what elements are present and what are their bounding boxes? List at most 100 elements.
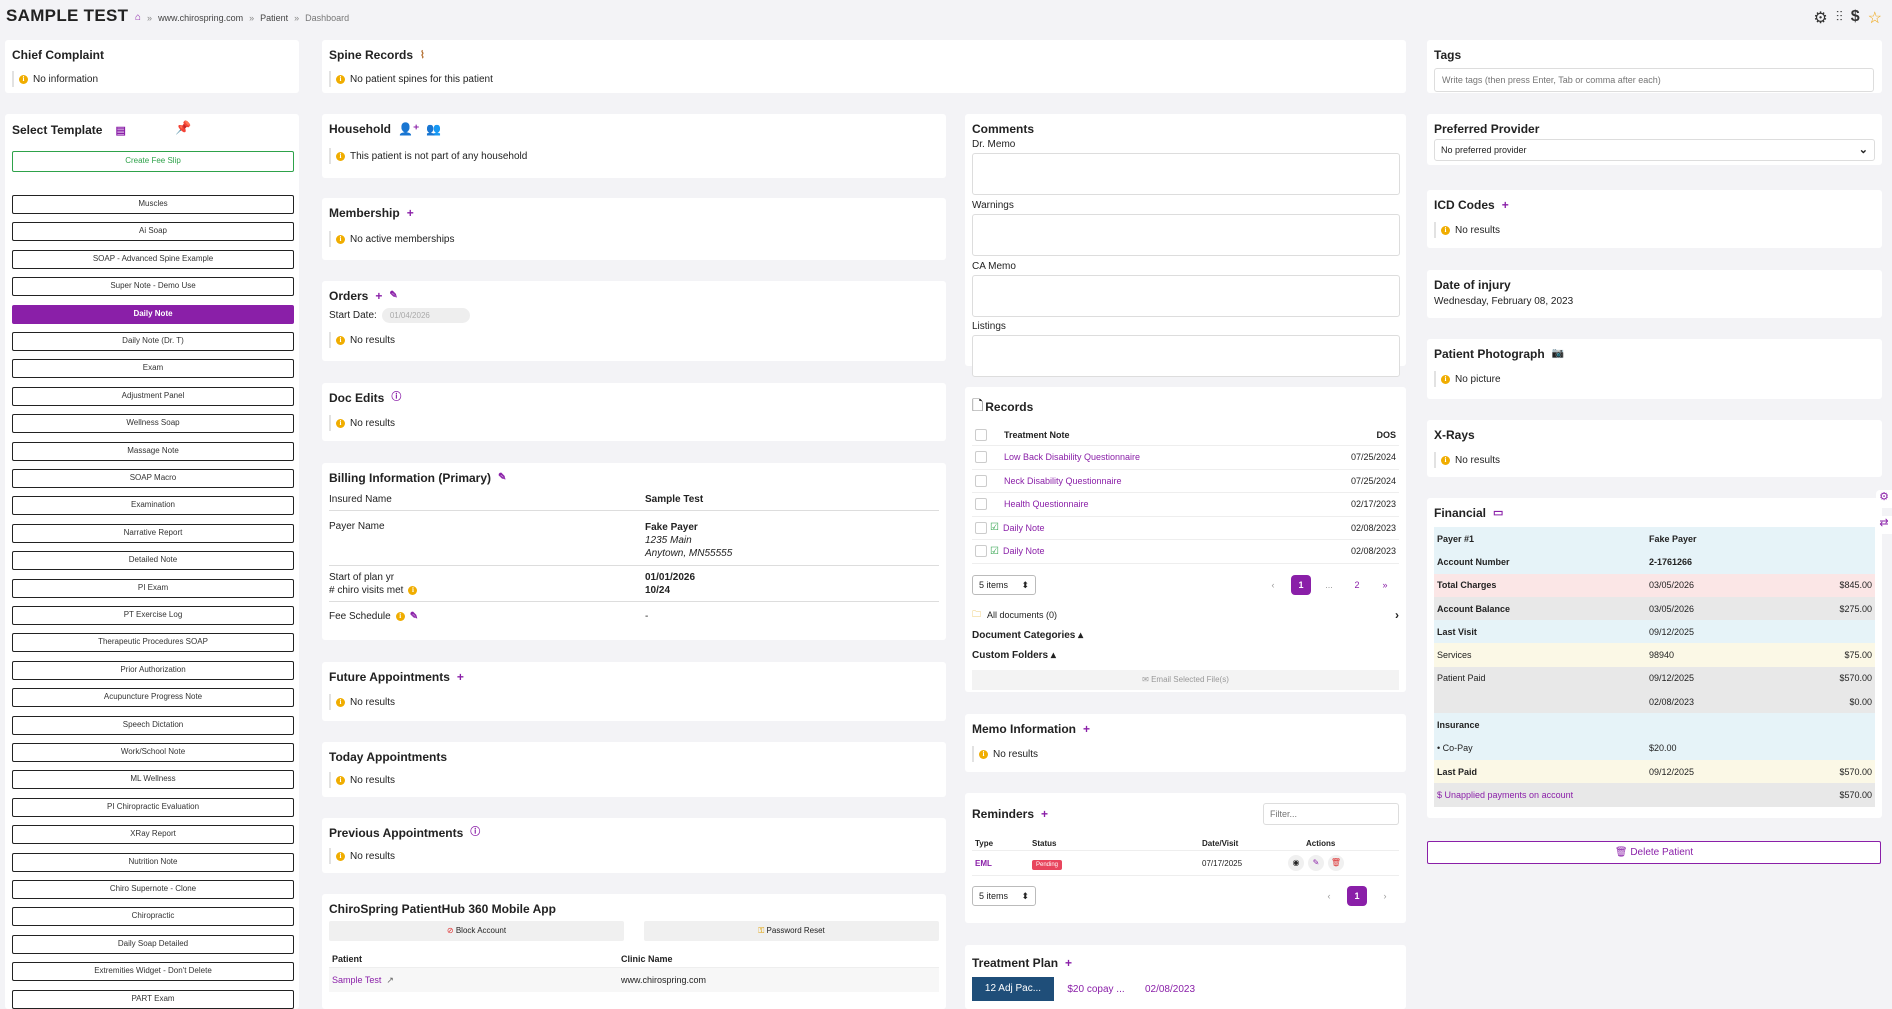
document-categories-toggle[interactable]: Document Categories	[972, 629, 1076, 641]
template-item[interactable]: ML Wellness	[12, 770, 294, 790]
custom-folders-toggle[interactable]: Custom Folders	[972, 649, 1049, 661]
dr-memo-field[interactable]	[972, 153, 1400, 195]
floating-link-icon[interactable]: ⇄	[1876, 516, 1892, 534]
ca-memo-field[interactable]	[972, 275, 1400, 317]
treatment-tab-2[interactable]: $20 copay ...	[1067, 983, 1125, 995]
listings-field[interactable]	[972, 335, 1400, 377]
edit-icon[interactable]: ✎	[1308, 855, 1324, 871]
treatment-tab-3[interactable]: 02/08/2023	[1144, 983, 1196, 995]
template-list-icon[interactable]: ▤	[115, 124, 126, 137]
preferred-provider-select[interactable]: No preferred provider ⌄	[1434, 139, 1875, 161]
template-item[interactable]: XRay Report	[12, 825, 294, 845]
template-item[interactable]: PART Exam	[12, 989, 294, 1009]
row-checkbox[interactable]	[975, 545, 987, 558]
template-item[interactable]: Nutrition Note	[12, 852, 294, 872]
caret-up-icon[interactable]: ▴	[1078, 629, 1084, 641]
password-reset-button[interactable]: ⚿ Password Reset	[644, 921, 939, 941]
template-item[interactable]: Acupuncture Progress Note	[12, 688, 294, 708]
template-item[interactable]: Daily Note (Dr. T)	[12, 332, 294, 351]
template-item[interactable]: Speech Dictation	[12, 715, 294, 735]
next-page[interactable]: ›	[1383, 891, 1387, 901]
add-reminder-icon[interactable]: +	[1041, 807, 1049, 821]
page-2[interactable]: 2	[1354, 579, 1360, 590]
chevron-right-icon[interactable]: ›	[1395, 607, 1399, 622]
sliders-icon[interactable]: ⫶⫶	[1835, 8, 1843, 24]
breadcrumb-patient[interactable]: Patient	[260, 12, 289, 23]
add-plan-icon[interactable]: +	[1065, 956, 1073, 970]
floating-settings-icon[interactable]: ⚙	[1876, 490, 1892, 508]
mobile-patient-link[interactable]: Sample Test	[332, 974, 382, 985]
add-icd-icon[interactable]: +	[1501, 198, 1509, 212]
record-link[interactable]: Daily Note	[1002, 546, 1045, 557]
external-link-icon[interactable]: ↗	[386, 974, 394, 985]
block-account-button[interactable]: ⊘ Block Account	[329, 921, 624, 941]
pencil-icon[interactable]: ✎	[498, 472, 507, 483]
reminders-filter-input[interactable]	[1263, 803, 1399, 825]
record-link[interactable]: Low Back Disability Questionnaire	[1004, 452, 1141, 463]
create-fee-slip-button[interactable]: Create Fee Slip	[12, 151, 294, 172]
tags-input[interactable]	[1434, 68, 1874, 92]
add-household-icon[interactable]: 👤⁺	[398, 122, 420, 136]
financial-label[interactable]: $ Unapplied payments on account	[1437, 789, 1574, 800]
template-item[interactable]: Daily Soap Detailed	[12, 934, 294, 954]
email-selected-button[interactable]: ✉ Email Selected File(s)	[972, 669, 1399, 690]
pencil-icon[interactable]: ✎	[409, 610, 419, 622]
add-memo-icon[interactable]: +	[1083, 722, 1091, 736]
add-appointment-icon[interactable]: +	[456, 670, 464, 684]
info-circle-icon[interactable]: ⓘ	[470, 827, 481, 838]
add-membership-icon[interactable]: +	[406, 206, 414, 220]
record-link[interactable]: Health Questionnaire	[1004, 499, 1089, 510]
template-item[interactable]: Prior Authorization	[12, 660, 294, 680]
dollar-icon[interactable]: $	[1850, 8, 1860, 25]
row-checkbox[interactable]	[975, 451, 987, 464]
delete-icon[interactable]: 🗑	[1328, 855, 1344, 871]
treatment-tab-1[interactable]: 12 Adj Pac...	[972, 977, 1054, 1001]
page-1[interactable]: 1	[1291, 574, 1311, 595]
info-icon[interactable]: i	[408, 586, 418, 595]
view-icon[interactable]: ◉	[1288, 855, 1304, 871]
users-icon[interactable]: 👥	[426, 122, 442, 136]
prev-page[interactable]: ‹	[1327, 891, 1331, 901]
template-item[interactable]: Detailed Note	[12, 551, 294, 571]
breadcrumb-site[interactable]: www.chirospring.com	[158, 12, 244, 23]
template-item[interactable]: Exam	[12, 359, 294, 379]
camera-icon[interactable]: 📷	[1551, 348, 1565, 359]
page-1[interactable]: 1	[1347, 886, 1367, 906]
template-item[interactable]: Daily Note	[12, 304, 294, 324]
warnings-field[interactable]	[972, 214, 1400, 256]
info-icon[interactable]: i	[395, 612, 405, 621]
template-item[interactable]: PI Exam	[12, 578, 294, 598]
spine-icon[interactable]: ⌇	[420, 49, 425, 61]
template-item[interactable]: Narrative Report	[12, 523, 294, 543]
template-item[interactable]: Work/School Note	[12, 743, 294, 762]
template-item[interactable]: Chiro Supernote - Clone	[12, 880, 294, 899]
add-order-icon[interactable]: +	[375, 289, 383, 303]
template-item[interactable]: Chiropractic	[12, 907, 294, 927]
row-checkbox[interactable]	[975, 474, 987, 487]
template-item[interactable]: Super Note - Demo Use	[12, 277, 294, 297]
star-icon[interactable]: ☆	[1867, 10, 1882, 27]
next-page[interactable]: »	[1382, 579, 1388, 590]
template-item[interactable]: Ai Soap	[12, 222, 294, 242]
template-item[interactable]: Adjustment Panel	[12, 386, 294, 406]
record-link[interactable]: Neck Disability Questionnaire	[1004, 475, 1122, 486]
template-item[interactable]: Muscles	[12, 195, 294, 214]
record-link[interactable]: Daily Note	[1002, 522, 1045, 533]
template-item[interactable]: Therapeutic Procedures SOAP	[12, 633, 294, 653]
credit-card-icon[interactable]: ▭	[1493, 506, 1504, 519]
orders-start-date[interactable]: 01/04/2026	[381, 308, 470, 323]
pencil-icon[interactable]: ✎	[389, 290, 398, 301]
caret-up-icon[interactable]: ▴	[1050, 649, 1056, 661]
template-item[interactable]: PT Exercise Log	[12, 606, 294, 625]
template-item[interactable]: PI Chiropractic Evaluation	[12, 797, 294, 817]
template-item[interactable]: Extremities Widget - Don't Delete	[12, 962, 294, 982]
home-icon[interactable]: ⌂	[135, 12, 142, 23]
template-item[interactable]: Wellness Soap	[12, 414, 294, 434]
select-all-checkbox[interactable]	[975, 428, 987, 441]
pin-icon[interactable]: 📌	[175, 120, 192, 135]
gear-icon[interactable]: ⚙	[1813, 10, 1828, 27]
records-page-size[interactable]: 5 items ⬍	[972, 574, 1036, 595]
template-item[interactable]: Examination	[12, 496, 294, 516]
template-item[interactable]: SOAP Macro	[12, 469, 294, 488]
row-checkbox[interactable]	[975, 498, 987, 511]
